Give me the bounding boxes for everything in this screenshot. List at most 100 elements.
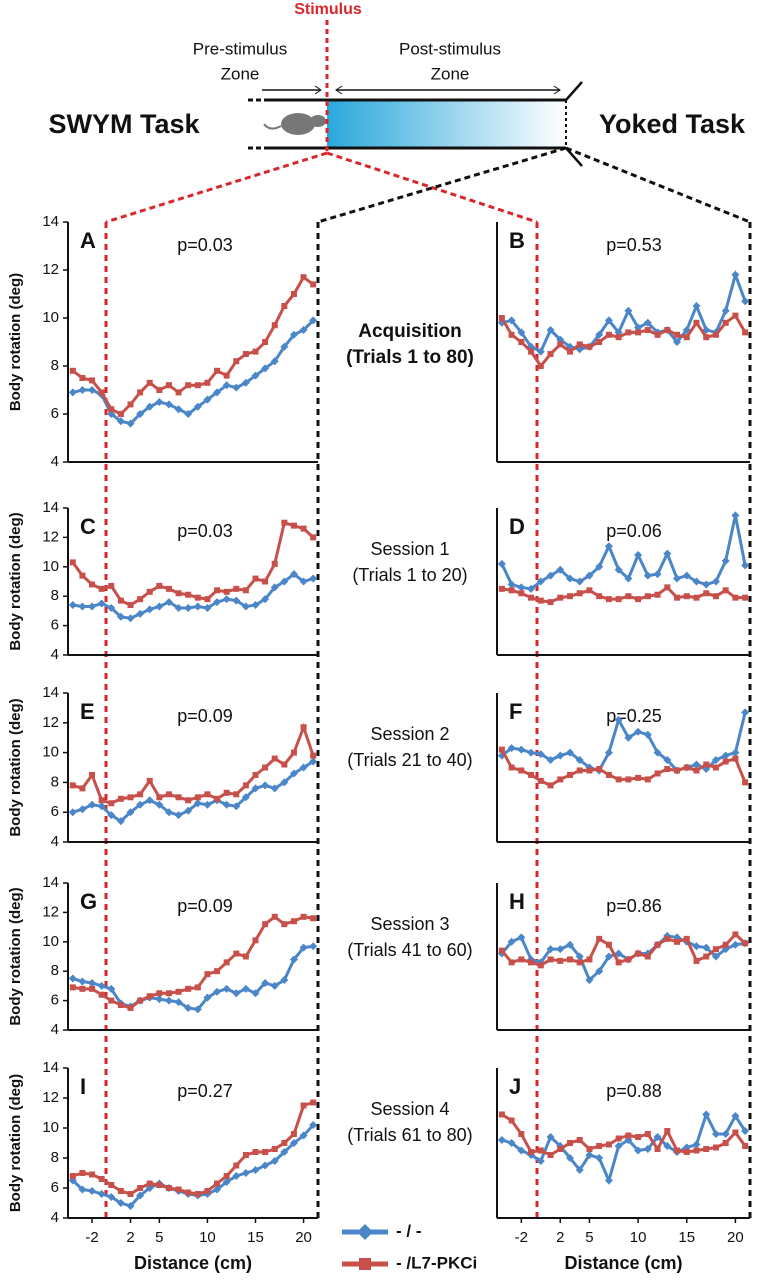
marker [79,375,86,381]
marker [156,582,163,589]
marker [223,372,230,379]
p-value: p=0.03 [177,235,233,255]
marker [280,577,289,586]
marker [155,995,164,1004]
marker [252,348,259,355]
marker [203,800,212,809]
marker [174,811,183,820]
marker [232,383,241,392]
marker [605,771,612,778]
marker [565,748,574,757]
marker [310,281,317,288]
y-tick-label: 6 [51,617,59,634]
marker [98,991,105,998]
marker [290,522,297,529]
marker [536,1157,545,1165]
marker [233,585,240,592]
marker [615,959,622,966]
stimulus-label: Stimulus [294,1,362,18]
marker [693,594,700,601]
marker [89,771,96,778]
marker [566,348,573,355]
row-title: Session 3 [370,914,449,934]
marker [527,748,536,757]
marker [644,593,651,600]
x-tick-label: 15 [678,1229,695,1246]
marker [310,752,317,759]
panel-label: B [509,228,525,253]
marker [605,596,612,603]
marker [145,402,154,411]
x-tick-label: 20 [295,1229,312,1246]
marker [557,957,564,964]
row-title: Acquisition [358,321,461,342]
marker [682,571,691,580]
marker [518,339,525,345]
marker [674,938,681,945]
marker [673,574,682,583]
marker [261,978,270,987]
marker [194,1191,201,1197]
series-line [72,722,315,805]
y-tick-label: 10 [42,1119,59,1136]
marker [712,764,719,771]
marker [108,406,115,413]
marker [518,1131,525,1137]
marker [557,1146,564,1152]
marker [498,1111,505,1118]
mouse-head [310,115,326,127]
marker [547,956,554,963]
marker [300,724,307,731]
marker [653,748,662,757]
panel-label: D [509,514,525,539]
marker [566,771,573,778]
marker [88,978,97,987]
marker [241,793,250,802]
marker [204,379,211,386]
marker [262,921,269,928]
marker [214,367,221,374]
y-tick-label: 10 [42,933,59,950]
marker [596,935,603,942]
marker [546,945,555,954]
marker [300,274,307,281]
marker [281,519,288,526]
marker [547,351,554,357]
mouse-tail [263,123,282,130]
marker [722,587,729,594]
marker [575,1166,584,1174]
marker [299,326,308,334]
marker [663,549,672,558]
marker [644,776,651,783]
marker [251,1166,260,1174]
marker [214,587,221,594]
marker [614,1142,623,1150]
marker [78,1185,87,1194]
marker [281,921,288,928]
y-tick-label: 12 [42,261,59,278]
marker [644,327,651,333]
marker [537,597,544,604]
zoom-line [565,146,751,224]
marker [693,319,700,326]
task-label: Yoked Task [599,109,746,139]
marker [556,945,565,954]
marker [703,590,710,597]
marker [546,1133,555,1141]
marker [252,937,259,944]
marker [204,596,211,603]
marker [184,603,193,612]
marker [175,1186,182,1193]
marker [742,329,749,336]
marker [290,918,297,925]
marker [528,771,535,778]
y-tick-label: 12 [42,903,59,920]
x-tick-label: 2 [126,1229,134,1246]
marker [556,565,565,574]
marker [184,410,193,418]
marker [692,760,701,769]
marker [261,595,270,604]
marker [546,326,555,334]
y-tick-label: 4 [51,1209,59,1226]
x-tick-label: 10 [630,1229,647,1246]
